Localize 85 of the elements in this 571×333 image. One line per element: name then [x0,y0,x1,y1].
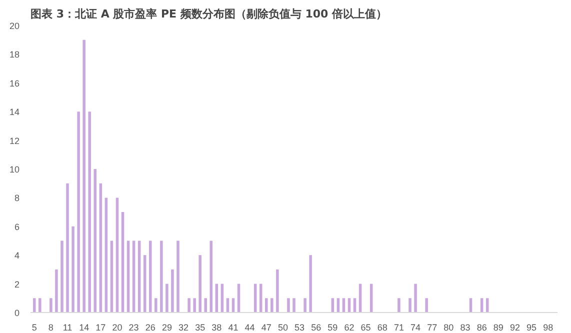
bar [425,298,428,312]
x-tick-label: 20 [112,322,122,332]
bar [198,255,202,312]
x-tick-label: 98 [543,322,554,332]
bar [121,212,124,312]
bar [132,240,136,312]
y-tick-label: 20 [9,21,20,31]
x-tick-label: 38 [212,322,222,332]
bar [287,298,290,312]
x-tick-label: 26 [145,322,156,332]
bar [126,240,130,312]
x-tick-label: 53 [294,322,305,332]
y-tick-label: 0 [14,308,20,318]
bar [414,284,417,312]
bar [66,183,69,312]
bar [276,269,279,312]
x-tick-label: 86 [476,322,487,332]
x-tick-label: 95 [526,322,537,332]
x-tick-label: 44 [244,322,255,332]
x-tick-label: 65 [360,322,371,332]
bar [50,298,52,312]
x-tick-label: 80 [444,322,454,332]
bar [204,298,207,312]
x-tick-label: 5 [32,322,37,332]
x-tick-label: 50 [278,322,288,332]
bar [82,40,86,312]
y-tick-label: 16 [9,78,20,88]
x-tick-label: 74 [410,322,421,332]
x-tick-label: 68 [377,322,388,332]
x-tick-label: 47 [261,322,272,332]
x-tick-label: 8 [48,322,54,332]
bar [110,240,114,312]
x-tick-label: 35 [195,322,206,332]
bar [94,169,97,312]
bar [171,269,174,312]
x-tick-label: 62 [344,322,354,332]
bar [143,255,146,312]
bar [188,298,190,312]
y-tick-label: 4 [14,250,20,261]
bar [77,112,80,312]
x-tick-label: 14 [79,322,90,332]
y-tick-label: 12 [9,136,20,146]
bar [304,298,306,312]
x-tick-label: 17 [96,322,106,332]
y-tick-label: 18 [9,50,20,60]
bar [270,298,274,312]
y-tick-label: 10 [9,164,20,174]
bar [88,112,91,312]
bar [210,240,213,312]
bar [292,298,296,312]
bar [408,298,412,312]
x-tick-label: 77 [427,322,438,332]
bar [104,198,108,312]
x-tick-label: 83 [460,322,470,332]
bar [160,240,163,312]
bar [116,198,119,312]
x-tick-label: 59 [328,322,338,332]
bar [176,240,180,312]
bar [55,269,58,312]
x-tick-label: 32 [178,322,189,332]
bar [148,240,152,312]
x-tick-label: 11 [62,322,72,332]
y-tick-label: 8 [14,193,20,204]
bar [138,240,141,312]
bar [265,298,268,312]
y-tick-label: 14 [9,107,20,118]
bar [154,298,158,312]
bar [72,226,74,312]
bar [38,298,42,312]
x-tick-label: 71 [394,322,404,332]
x-tick-label: 23 [128,322,139,332]
x-tick-label: 92 [510,322,520,332]
y-tick-label: 2 [14,279,20,290]
bar [398,298,400,312]
bar [193,298,196,312]
bar [166,284,168,312]
chart-title: 图表 3：北证 A 股市盈率 PE 频数分布图（剔除负值与 100 倍以上值） [30,8,388,20]
bar [309,255,312,312]
x-tick-label: 89 [493,322,504,332]
bar [60,240,64,312]
x-tick-label: 56 [311,322,322,332]
y-tick-label: 6 [14,222,20,232]
bar [99,183,102,312]
x-tick-label: 29 [162,322,172,332]
x-tick-label: 41 [228,322,238,332]
